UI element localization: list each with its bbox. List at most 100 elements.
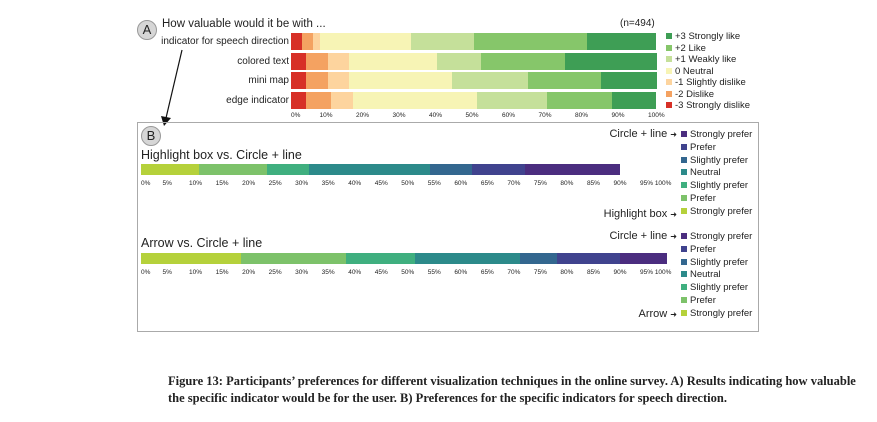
figure-caption: Figure 13: Participants’ preferences for… [168, 374, 856, 405]
x-tick-label: 65% [480, 269, 494, 276]
legend-swatch [681, 182, 687, 189]
x-tick-label: 65% [480, 180, 494, 187]
legend-label: +3 Strongly like [675, 31, 741, 42]
x-tick-label: 80% [560, 180, 574, 187]
bar-segment [198, 164, 268, 175]
legend-label: 0 Neutral [675, 65, 714, 77]
legend-swatch [681, 271, 687, 278]
arrow-chart-title: Arrow vs. Circle + line [141, 236, 263, 250]
bar-segment [141, 164, 200, 175]
x-tick-label: 50% [401, 180, 415, 187]
bar-segment [480, 53, 566, 70]
bar-segment [349, 72, 453, 89]
x-tick-label: 95% 100% [640, 269, 672, 276]
bar-segment [430, 164, 473, 175]
legend-item: Prefer [681, 193, 716, 204]
legend-label: Strongly prefer [690, 231, 753, 242]
bar-segment [619, 253, 668, 264]
legend-label: Neutral [690, 167, 721, 179]
bar-segment [546, 92, 613, 109]
bar-segment [141, 253, 242, 264]
legend-item: -1 Slightly dislike [666, 77, 746, 88]
row-label-edge-indicator: edge indicator [226, 95, 289, 106]
bar-segment [291, 72, 307, 89]
arrow-right-icon: ➜ [670, 130, 677, 139]
legend-label: -3 Strongly dislike [675, 100, 750, 111]
x-tick-label: 60% [454, 269, 468, 276]
bar-segment [301, 33, 314, 50]
legend-b2-top-label: Circle + line ➜ [609, 230, 677, 242]
x-tick-label: 10% [189, 180, 203, 187]
legend-swatch [681, 195, 687, 201]
x-tick-label: 30% [295, 269, 309, 276]
bar-segment [451, 72, 529, 89]
legend-item: Neutral [681, 269, 721, 280]
bar-segment [267, 164, 310, 175]
row-label-colored-text: colored text [237, 56, 289, 67]
bar-segment [472, 164, 526, 175]
x-tick-label: 0% [291, 112, 301, 119]
sample-size-label: (n=494) [620, 18, 655, 29]
legend-item: Strongly prefer [681, 206, 752, 217]
arrow-right-icon: ➜ [670, 310, 677, 319]
arrow-right-icon: ➜ [670, 210, 677, 219]
legend-b2-bottom-text: Arrow [638, 308, 668, 320]
x-tick-label: 90% [613, 180, 627, 187]
legend-item: -2 Dislike [666, 89, 714, 100]
x-tick-label: 25% [268, 180, 282, 187]
legend-swatch [681, 233, 687, 239]
legend-swatch [666, 33, 672, 39]
x-tick-label: 85% [586, 269, 600, 276]
x-tick-label: 60% [502, 112, 516, 119]
bar-segment [346, 253, 415, 264]
bar-segment [349, 53, 438, 70]
legend-item: Slightly prefer [681, 282, 748, 293]
bar-segment [353, 92, 478, 109]
legend-item: Prefer [681, 244, 716, 255]
bar-segment [586, 33, 657, 50]
x-tick-label: 40% [429, 112, 443, 119]
legend-swatch [666, 102, 672, 108]
legend-item: Slightly prefer [681, 155, 748, 166]
bar-segment [320, 33, 412, 50]
legend-swatch [681, 207, 687, 214]
legend-swatch [681, 284, 687, 291]
x-tick-label: 15% [215, 180, 229, 187]
legend-swatch [666, 44, 672, 51]
x-tick-label: 70% [507, 180, 521, 187]
x-tick-label: 40% [348, 180, 362, 187]
bar-segment [519, 253, 558, 264]
panel-b-badge: B [141, 126, 161, 146]
legend-b2-bottom-label: Arrow ➜ [639, 308, 678, 320]
legend-label: Prefer [690, 141, 716, 153]
legend-label: Slightly prefer [690, 154, 749, 166]
legend-swatch [681, 309, 687, 316]
legend-label: Strongly prefer [690, 307, 753, 319]
x-tick-label: 0% [141, 180, 151, 187]
bar-segment [305, 92, 332, 109]
x-tick-label: 75% [533, 269, 547, 276]
legend-item: Slightly prefer [681, 180, 748, 191]
bar-segment [327, 53, 350, 70]
legend-label: Prefer [690, 243, 716, 255]
panel-a-badge: A [137, 20, 157, 40]
x-tick-label: 80% [575, 112, 589, 119]
legend-swatch [681, 245, 687, 252]
x-tick-label: 10% [319, 112, 333, 119]
legend-label: Prefer [690, 295, 716, 306]
legend-item: Strongly prefer [681, 308, 752, 319]
legend-item: Prefer [681, 295, 716, 306]
indicator-arrow-icon [161, 49, 183, 126]
legend-swatch [681, 143, 687, 150]
legend-label: Slightly prefer [690, 282, 749, 294]
bar-segment [437, 53, 482, 70]
legend-swatch [681, 297, 687, 303]
x-tick-label: 75% [533, 180, 547, 187]
arrow-right-icon: ➜ [670, 232, 677, 241]
panel-a-title: How valuable would it be with ... [162, 18, 326, 30]
legend-label: Strongly prefer [690, 205, 753, 217]
x-tick-label: 90% [611, 112, 625, 119]
legend-item: Strongly prefer [681, 231, 752, 242]
legend-swatch [681, 169, 687, 176]
legend-item: -3 Strongly dislike [666, 100, 750, 111]
